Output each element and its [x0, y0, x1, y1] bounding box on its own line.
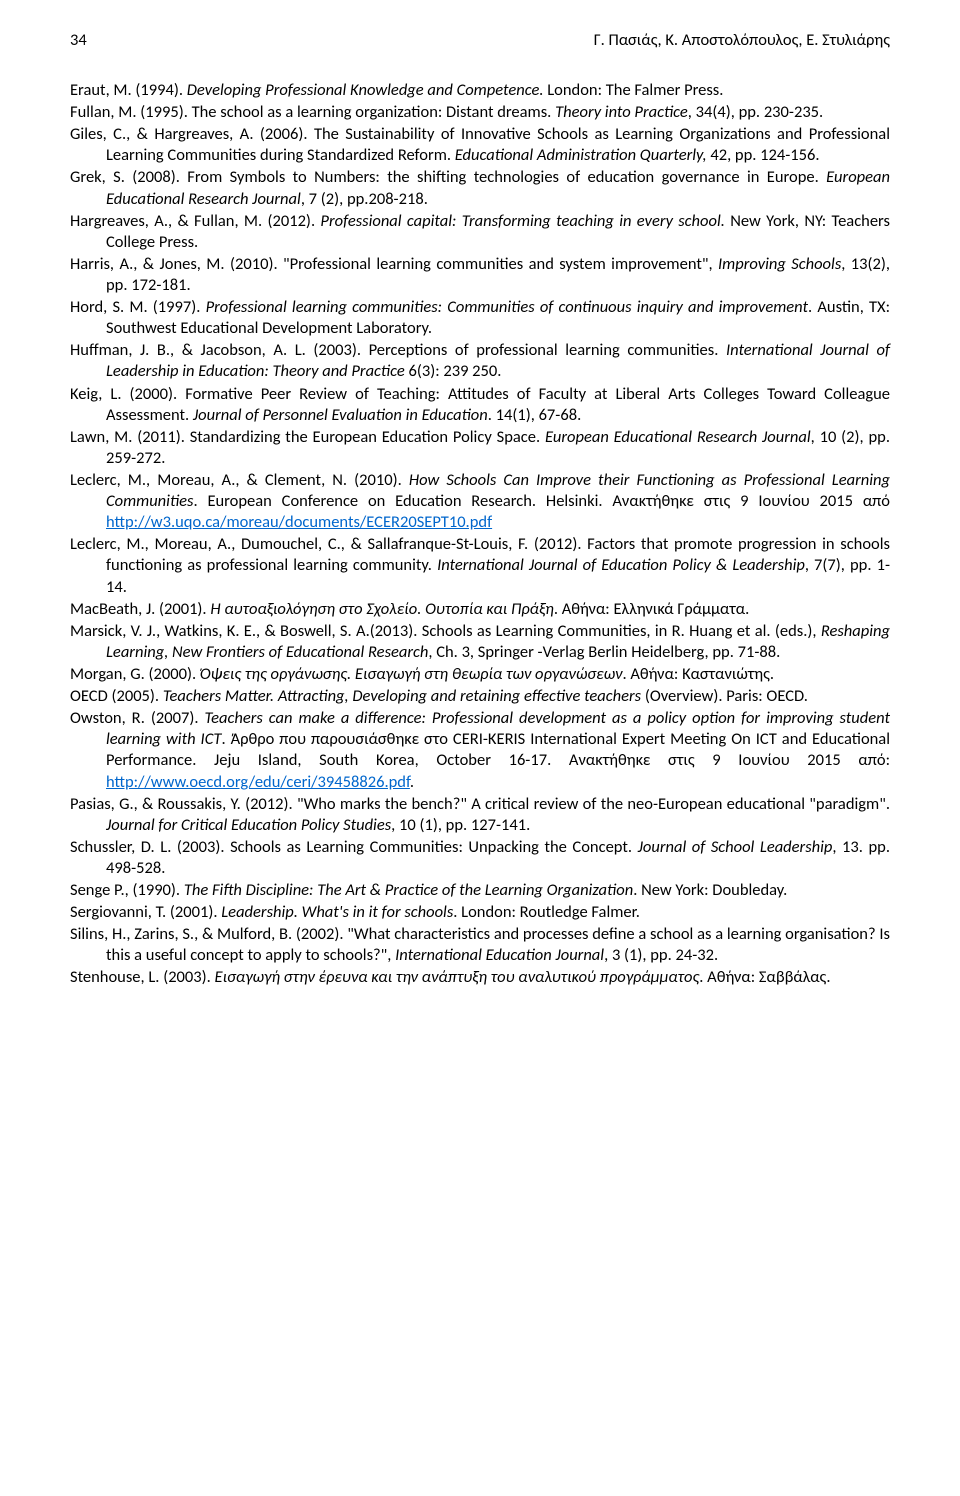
ref-text: . Αθήνα: Καστανιώτης.	[622, 664, 774, 684]
ref-italic: Teachers Matter. Attracting, Developing …	[163, 686, 645, 706]
header-authors: Γ. Πασιάς, Κ. Αποστολόπουλος, Ε. Στυλιάρ…	[594, 30, 890, 50]
ref-text: 42, pp. 124-156.	[707, 145, 820, 165]
ref-italic: International Education Journal	[395, 945, 604, 965]
ref-italic: International Journal of Education Polic…	[437, 555, 805, 575]
ref-italic: Journal for Critical Education Policy St…	[106, 815, 391, 835]
ref-text: Marsick, V. J., Watkins, K. E., & Boswel…	[70, 621, 821, 641]
ref-italic: Journal of School Leadership	[638, 837, 833, 857]
ref-text: . Αθήνα: Σαββάλας.	[699, 967, 830, 987]
ref-text: Owston, R. (2007).	[70, 708, 204, 728]
reference-entry: Giles, C., & Hargreaves, A. (2006). The …	[70, 124, 890, 166]
ref-italic: Leadership. What's in it for schools	[221, 902, 453, 922]
ref-text: . Αθήνα: Ελληνικά Γράμματα.	[554, 599, 749, 619]
ref-italic: The Fifth Discipline: The Art & Practice…	[184, 880, 633, 900]
page-number: 34	[70, 30, 100, 50]
ref-text: . New York: Doubleday.	[633, 880, 787, 900]
ref-text: , Ch. 3, Springer -Verlag Berlin Heidelb…	[428, 642, 780, 662]
ref-text: .	[410, 772, 414, 792]
running-header: 34 Γ. Πασιάς, Κ. Αποστολόπουλος, Ε. Στυλ…	[70, 30, 890, 50]
ref-text: Senge P., (1990).	[70, 880, 184, 900]
reference-entry: Owston, R. (2007). Teachers can make a d…	[70, 708, 890, 792]
ref-italic: Improving Schools	[718, 254, 841, 274]
reference-entry: Huffman, J. B., & Jacobson, A. L. (2003)…	[70, 340, 890, 382]
ref-text: Grek, S. (2008). From Symbols to Numbers…	[70, 167, 826, 187]
ref-italic: Developing Professional Knowledge and Co…	[187, 80, 544, 100]
reference-entry: Senge P., (1990). The Fifth Discipline: …	[70, 880, 890, 901]
reference-entry: Leclerc, M., Moreau, A., Dumouchel, C., …	[70, 534, 890, 597]
ref-text: (Overview). Paris: OECD.	[645, 686, 808, 706]
reference-entry: Sergiovanni, T. (2001). Leadership. What…	[70, 902, 890, 923]
ref-text: MacBeath, J. (2001).	[70, 599, 210, 619]
ref-text: , 10 (1), pp. 127-141.	[391, 815, 530, 835]
ref-text: , 3 (1), pp. 24-32.	[604, 945, 718, 965]
reference-entry: OECD (2005). Teachers Matter. Attracting…	[70, 686, 890, 707]
ref-text: . 14(1), 67-68.	[488, 405, 582, 425]
reference-entry: Hargreaves, A., & Fullan, M. (2012). Pro…	[70, 211, 890, 253]
ref-text: Morgan, G. (2000).	[70, 664, 200, 684]
reference-entry: Pasias, G., & Roussakis, Y. (2012). "Who…	[70, 794, 890, 836]
ref-text: . European Conference on Education Resea…	[193, 491, 890, 511]
ref-text: . London: Routledge Falmer.	[453, 902, 640, 922]
ref-italic: Όψεις της οργάνωσης. Εισαγωγή στη θεωρία…	[200, 664, 623, 684]
reference-entry: Hord, S. M. (1997). Professional learnin…	[70, 297, 890, 339]
ref-link[interactable]: http://w3.uqo.ca/moreau/documents/ECER20…	[106, 512, 492, 532]
ref-text: Leclerc, M., Moreau, A., & Clement, N. (…	[70, 470, 409, 490]
ref-text: Schussler, D. L. (2003). Schools as Lear…	[70, 837, 638, 857]
reference-entry: Silins, H., Zarins, S., & Mulford, B. (2…	[70, 924, 890, 966]
reference-entry: MacBeath, J. (2001). Η αυτοαξιολόγηση στ…	[70, 599, 890, 620]
reference-entry: Marsick, V. J., Watkins, K. E., & Boswel…	[70, 621, 890, 663]
reference-entry: Lawn, M. (2011). Standardizing the Europ…	[70, 427, 890, 469]
reference-entry: Grek, S. (2008). From Symbols to Numbers…	[70, 167, 890, 209]
ref-text: Eraut, M. (1994).	[70, 80, 187, 100]
reference-entry: Fullan, M. (1995). The school as a learn…	[70, 102, 890, 123]
reference-entry: Leclerc, M., Moreau, A., & Clement, N. (…	[70, 470, 890, 533]
ref-italic: Theory into Practice	[555, 102, 688, 122]
ref-text: Pasias, G., & Roussakis, Y. (2012). "Who…	[70, 794, 890, 814]
ref-italic: Educational Administration Quarterly,	[455, 145, 707, 165]
ref-italic: European Educational Research Journal	[545, 427, 811, 447]
ref-italic: Professional learning communities: Commu…	[206, 297, 808, 317]
ref-text: Fullan, M. (1995). The school as a learn…	[70, 102, 555, 122]
reference-entry: Keig, L. (2000). Formative Peer Review o…	[70, 384, 890, 426]
ref-italic: Εισαγωγή στην έρευνα και την ανάπτυξη το…	[215, 967, 700, 987]
ref-text: Hord, S. M. (1997).	[70, 297, 206, 317]
ref-text: 6(3): 239 250.	[405, 361, 502, 381]
reference-entry: Morgan, G. (2000). Όψεις της οργάνωσης. …	[70, 664, 890, 685]
reference-entry: Eraut, M. (1994). Developing Professiona…	[70, 80, 890, 101]
ref-italic: Journal of Personnel Evaluation in Educa…	[193, 405, 488, 425]
ref-text: Huffman, J. B., & Jacobson, A. L. (2003)…	[70, 340, 726, 360]
ref-text: , 34(4), pp. 230-235.	[688, 102, 823, 122]
reference-entry: Stenhouse, L. (2003). Εισαγωγή στην έρευ…	[70, 967, 890, 988]
ref-text: Sergiovanni, T. (2001).	[70, 902, 221, 922]
ref-text: Harris, A., & Jones, M. (2010). "Profess…	[70, 254, 718, 274]
ref-link[interactable]: http://www.oecd.org/edu/ceri/39458826.pd…	[106, 772, 410, 792]
reference-entry: Schussler, D. L. (2003). Schools as Lear…	[70, 837, 890, 879]
page-container: 34 Γ. Πασιάς, Κ. Αποστολόπουλος, Ε. Στυλ…	[0, 0, 960, 1496]
ref-text: Lawn, M. (2011). Standardizing the Europ…	[70, 427, 545, 447]
ref-italic: Η αυτοαξιολόγηση στο Σχολείο. Ουτοπία κα…	[210, 599, 553, 619]
ref-text: , 7 (2), pp.208-218.	[301, 189, 428, 209]
ref-text: . Άρθρο που παρουσιάσθηκε στο CERI-KERIS…	[106, 729, 890, 770]
ref-text: London: The Falmer Press.	[544, 80, 724, 100]
references-list: Eraut, M. (1994). Developing Professiona…	[70, 80, 890, 989]
ref-italic: Professional capital: Transforming teach…	[320, 211, 725, 231]
ref-text: OECD (2005).	[70, 686, 163, 706]
ref-text: Hargreaves, A., & Fullan, M. (2012).	[70, 211, 320, 231]
ref-text: Stenhouse, L. (2003).	[70, 967, 215, 987]
reference-entry: Harris, A., & Jones, M. (2010). "Profess…	[70, 254, 890, 296]
